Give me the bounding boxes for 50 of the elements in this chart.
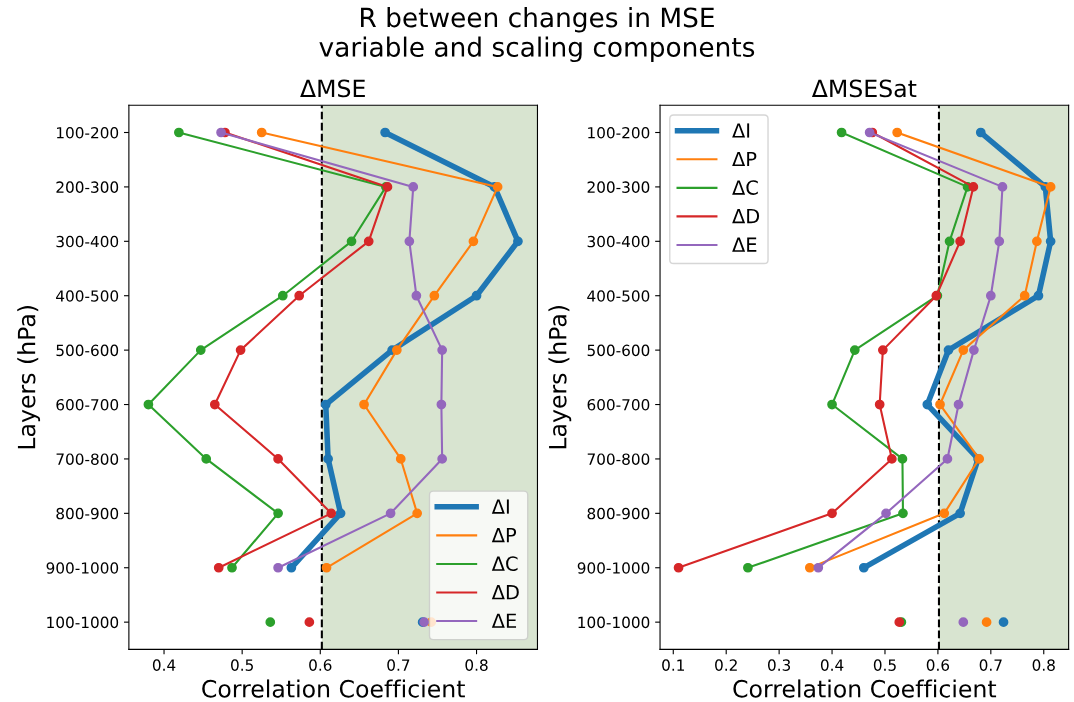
legend-label: ΔE bbox=[491, 613, 517, 628]
y-tick-label: 900-1000 bbox=[577, 562, 650, 574]
x-tick-label: 0.3 bbox=[767, 659, 791, 671]
y-tick-label: 200-300 bbox=[587, 181, 650, 193]
x-tick-label: 0.7 bbox=[387, 659, 410, 671]
y-tick-label: 300-400 bbox=[587, 235, 650, 248]
legend-label: ΔP bbox=[491, 528, 517, 543]
legend-label: ΔE bbox=[732, 237, 757, 252]
y-tick-label: 400-500 bbox=[587, 290, 650, 302]
x-tick-label: 0.6 bbox=[309, 659, 332, 671]
y-tick-label: 500-600 bbox=[56, 344, 119, 357]
y-tick-label: 600-700 bbox=[56, 398, 119, 411]
y-tick-label: 100-200 bbox=[588, 126, 650, 139]
y-axis-title: Layers (hPa) bbox=[17, 306, 41, 449]
x-axis-title: Correlation Coefficient bbox=[733, 679, 997, 698]
x-tick-label: 0.8 bbox=[1032, 659, 1055, 671]
x-tick-label: 0.2 bbox=[715, 659, 737, 671]
x-axis-title: Correlation Coefficient bbox=[202, 679, 465, 698]
y-tick-label: 100-1000 bbox=[578, 616, 650, 629]
legend-label: ΔD bbox=[491, 585, 519, 600]
y-tick-label: 500-600 bbox=[587, 344, 650, 357]
y-tick-label: 100-1000 bbox=[47, 616, 119, 629]
x-tick-label: 0.4 bbox=[152, 659, 176, 671]
y-tick-label: 400-500 bbox=[56, 290, 119, 302]
x-tick-label: 0.5 bbox=[873, 659, 896, 671]
y-tick-label: 300-400 bbox=[56, 235, 119, 248]
y-axis-title: Layers (hPa) bbox=[548, 306, 572, 449]
legend-label: ΔD bbox=[732, 209, 760, 224]
x-tick-label: 0.6 bbox=[926, 659, 950, 671]
y-tick-label: 800-900 bbox=[587, 507, 650, 520]
y-tick-label: 900-1000 bbox=[46, 562, 119, 574]
chart-title: ΔMSE bbox=[300, 79, 365, 98]
x-tick-label: 0.4 bbox=[820, 659, 844, 671]
legend-label: ΔI bbox=[491, 499, 509, 514]
y-tick-label: 800-900 bbox=[56, 507, 119, 520]
legend-label: ΔI bbox=[732, 123, 750, 138]
legend-label: ΔC bbox=[491, 556, 518, 571]
y-tick-label: 100-200 bbox=[57, 126, 119, 139]
x-tick-label: 0.1 bbox=[662, 659, 685, 671]
chart-title: ΔMSESat bbox=[811, 79, 917, 98]
y-tick-label: 600-700 bbox=[587, 398, 650, 411]
text: R between changes in MSE variable and scaling components bbox=[319, 7, 755, 63]
legend-label: ΔC bbox=[732, 180, 758, 195]
y-tick-label: 200-300 bbox=[56, 181, 119, 193]
x-tick-label: 0.5 bbox=[231, 659, 253, 671]
x-tick-label: 0.8 bbox=[465, 659, 488, 671]
y-tick-label: 700-800 bbox=[587, 453, 650, 465]
legend-label: ΔP bbox=[732, 151, 757, 167]
y-tick-label: 700-800 bbox=[56, 453, 119, 465]
x-tick-label: 0.7 bbox=[979, 659, 1002, 671]
